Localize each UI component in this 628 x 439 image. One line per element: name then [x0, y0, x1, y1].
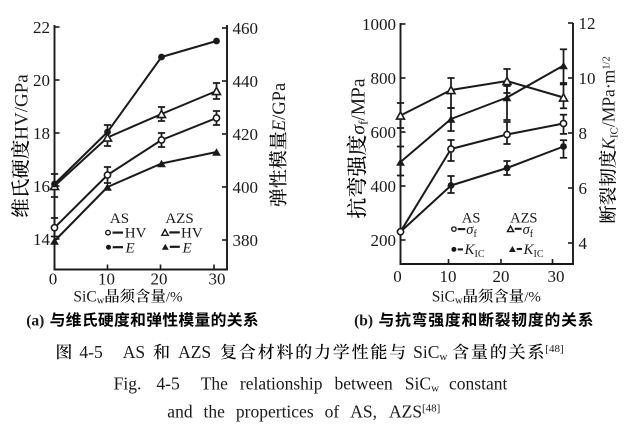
svg-text:/%: /% [524, 290, 541, 306]
svg-text:200: 200 [371, 231, 397, 250]
svg-text:0: 0 [49, 270, 58, 289]
svg-text:E: E [125, 240, 135, 256]
svg-text:AS: AS [462, 211, 481, 227]
svg-text:K: K [599, 137, 619, 151]
svg-text:AZS: AZS [178, 342, 211, 362]
svg-text:/GPa: /GPa [270, 83, 290, 120]
svg-text:20: 20 [33, 71, 50, 90]
svg-text:of: of [325, 402, 340, 422]
svg-text:SiC: SiC [73, 289, 96, 306]
svg-text:σ: σ [523, 222, 531, 238]
svg-text:the: the [204, 402, 226, 422]
svg-text:16: 16 [33, 177, 50, 196]
svg-text:20: 20 [493, 267, 510, 286]
svg-text:30: 30 [209, 270, 226, 289]
svg-text:AS: AS [110, 211, 129, 227]
svg-text:AZS: AZS [165, 211, 193, 227]
svg-text:(b): (b) [354, 313, 373, 330]
svg-text:10: 10 [440, 267, 457, 286]
svg-text:4: 4 [579, 234, 588, 253]
svg-text:380: 380 [233, 231, 259, 250]
svg-text:1/2: 1/2 [602, 56, 613, 69]
svg-text:f: f [474, 229, 478, 240]
svg-text:σ: σ [349, 124, 370, 135]
svg-text:10: 10 [579, 69, 596, 88]
svg-text:14: 14 [33, 230, 51, 249]
svg-text:/MPa·m: /MPa·m [599, 69, 619, 127]
svg-text:400: 400 [233, 178, 259, 197]
svg-text:K: K [523, 242, 535, 258]
svg-text:and: and [167, 402, 193, 422]
svg-text:E: E [270, 120, 290, 132]
svg-text:w: w [455, 296, 463, 307]
svg-text:AZS: AZS [510, 211, 537, 227]
svg-text:propertices: propertices [236, 402, 314, 422]
svg-text:HV: HV [181, 225, 203, 241]
svg-text:AS: AS [350, 402, 372, 422]
svg-text:w: w [431, 383, 439, 395]
svg-text:HV: HV [125, 225, 147, 241]
svg-text:SiC: SiC [413, 342, 439, 362]
svg-text:[48]: [48] [422, 403, 440, 415]
svg-text:0: 0 [393, 267, 402, 286]
svg-text:6: 6 [579, 179, 588, 198]
svg-text:σ: σ [466, 222, 474, 238]
svg-text:1000: 1000 [362, 15, 396, 34]
svg-text:8: 8 [579, 124, 588, 143]
svg-text:between: between [335, 374, 394, 394]
svg-text:f: f [530, 229, 534, 240]
svg-text:w: w [97, 296, 105, 307]
svg-text:30: 30 [548, 267, 565, 286]
svg-text:relationship: relationship [240, 374, 323, 394]
svg-text:IC: IC [609, 127, 621, 138]
svg-text:f: f [356, 120, 371, 125]
svg-text:[48]: [48] [545, 343, 563, 355]
svg-text:600: 600 [371, 123, 397, 142]
svg-text:K: K [464, 242, 476, 258]
svg-text:4-5: 4-5 [156, 374, 180, 394]
svg-text:SiC: SiC [432, 289, 455, 306]
svg-text:AS: AS [123, 342, 145, 362]
svg-text:E: E [182, 240, 192, 256]
svg-text:460: 460 [233, 19, 259, 38]
svg-text:4-5: 4-5 [79, 342, 103, 362]
svg-text:w: w [439, 351, 447, 363]
svg-text:800: 800 [371, 69, 397, 88]
svg-text:12: 12 [579, 14, 596, 33]
svg-text:SiC: SiC [405, 374, 431, 394]
svg-text:20: 20 [151, 270, 168, 289]
svg-text:/%: /% [166, 290, 183, 306]
svg-text:(a): (a) [26, 313, 44, 330]
svg-text:IC: IC [475, 249, 485, 260]
svg-text:10: 10 [98, 270, 115, 289]
svg-text:,: , [373, 402, 377, 422]
svg-text:22: 22 [33, 18, 50, 37]
svg-text:420: 420 [233, 125, 259, 144]
svg-text:400: 400 [371, 177, 397, 196]
svg-text:IC: IC [534, 249, 544, 260]
svg-text:440: 440 [233, 72, 259, 91]
svg-text:HV/GPa: HV/GPa [12, 74, 33, 140]
svg-text:/MPa: /MPa [349, 78, 370, 121]
svg-text:The: The [201, 374, 228, 394]
svg-text:constant: constant [449, 374, 507, 394]
svg-text:AZS: AZS [389, 402, 422, 422]
svg-text:Fig.: Fig. [114, 374, 142, 394]
svg-text:18: 18 [33, 124, 50, 143]
